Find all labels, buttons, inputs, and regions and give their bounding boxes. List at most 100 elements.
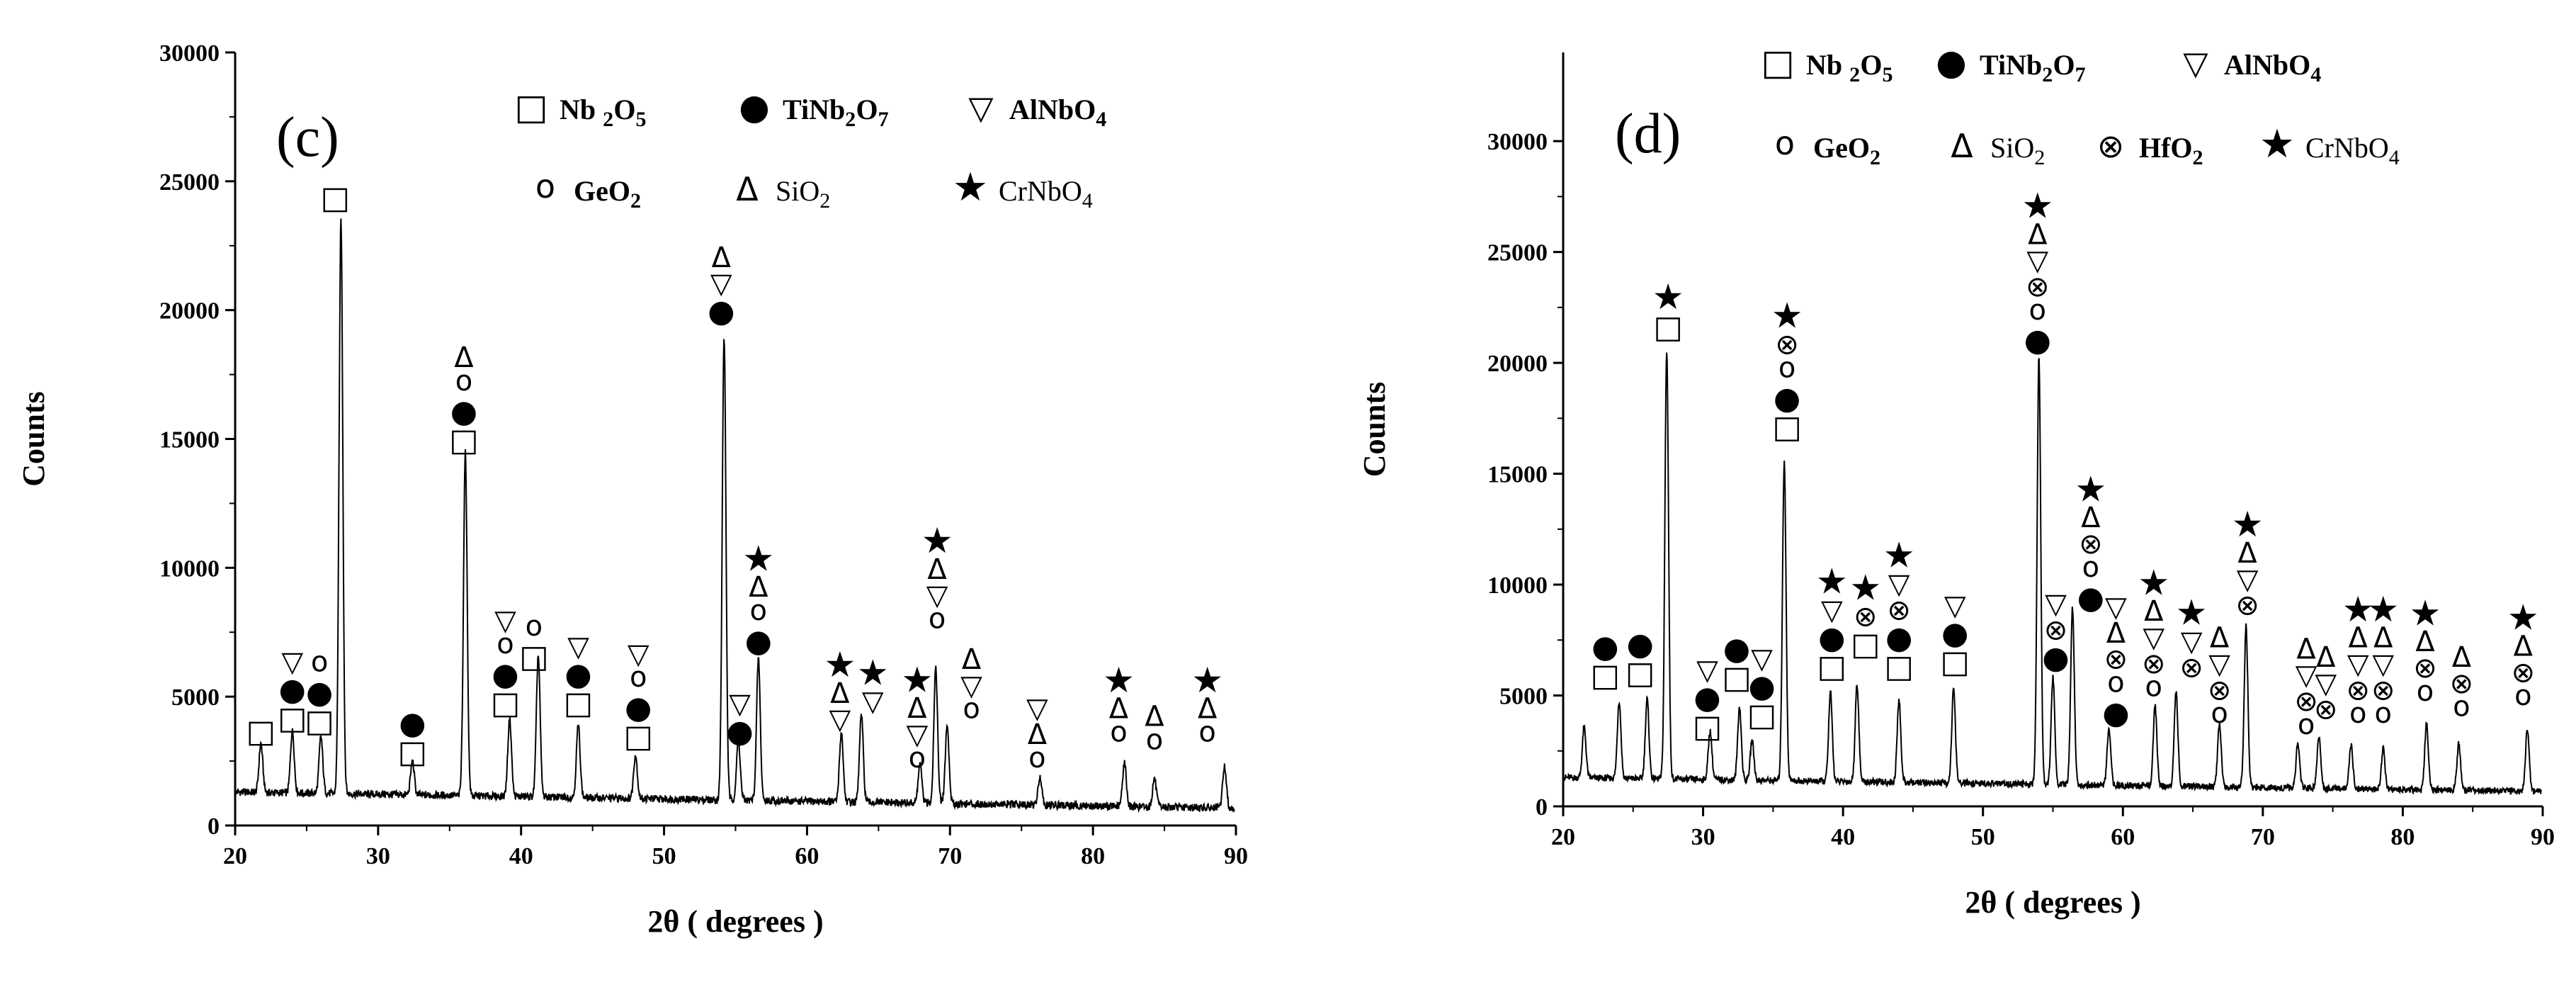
peak-annotation: □●o▽ — [623, 638, 653, 755]
phase-marker-nb2o5: □ — [1940, 644, 1970, 680]
x-tick-label: 60 — [2111, 824, 2135, 850]
phase-marker-geo2: o — [2082, 551, 2099, 584]
legend-label: Nb 2 O5 — [1806, 49, 1893, 86]
legend-item-geo2: o GeO2 — [535, 167, 641, 213]
legend-item-alnbo4: ▽ AlNbO4 — [2183, 44, 2321, 86]
phase-marker-alnbo4: ▽ — [729, 687, 751, 720]
phase-marker-nb2o5: □ — [246, 714, 276, 750]
phase-marker-tinb2o7: ● — [1693, 680, 1720, 716]
legend-item-tinb2o7: ● TiNb2 O7 — [1936, 42, 2085, 86]
x-tick-label: 90 — [1224, 843, 1248, 869]
legend-item-alnbo4: ▽ AlNbO4 — [968, 89, 1106, 131]
y-tick-label: 5000 — [171, 684, 220, 711]
peak-annotation: oΔ★ — [1191, 660, 1223, 749]
phase-marker-sio2: Δ — [962, 643, 982, 676]
phase-marker-alnbo4: ▽ — [960, 670, 982, 702]
peak-annotation: □o — [519, 610, 549, 675]
peak-annotation: ●▽Δ — [708, 242, 734, 329]
phase-marker-tinb2o7: ● — [492, 656, 518, 692]
phase-marker-hfo2: ⊗ — [2179, 651, 2203, 684]
peak-annotation: ●o⊗▽Δ★ — [2021, 186, 2053, 359]
legend-marker: ● — [1936, 42, 1967, 83]
phase-marker-sio2: Δ — [1145, 701, 1164, 733]
x-tick-label: 30 — [366, 843, 390, 869]
phase-marker-nb2o5: □ — [278, 701, 307, 737]
peak-annotation: □●▽ — [1693, 654, 1723, 745]
phase-marker-crnbo4: ★ — [2232, 504, 2264, 545]
x-tick-label: 30 — [1691, 824, 1715, 850]
phase-marker-nb2o5: □ — [1884, 648, 1914, 684]
phase-marker-geo2: o — [1146, 723, 1163, 756]
peak-annotation: o⊗▽Δ★ — [2342, 589, 2374, 730]
phase-marker-crnbo4: ★ — [1652, 276, 1684, 317]
phase-marker-hfo2: ⊗ — [2346, 674, 2370, 706]
phase-marker-hfo2: ⊗ — [2208, 674, 2232, 706]
y-tick-label: 15000 — [159, 427, 220, 453]
phase-marker-crnbo4: ★ — [1849, 568, 1881, 609]
legend-label: TiNb2 O7 — [783, 94, 889, 131]
peak-annotation: o⊗Δ — [2450, 641, 2474, 723]
phase-marker-tinb2o7: ● — [726, 714, 753, 750]
phase-marker-alnbo4: ▽ — [862, 685, 884, 718]
legend-marker: o — [1775, 124, 1795, 162]
phase-marker-tinb2o7: ● — [2042, 640, 2069, 676]
peak-annotation: o⊗▽Δ — [2208, 622, 2232, 730]
y-tick-label: 30000 — [159, 40, 220, 67]
peak-annotation: □●⊗▽★ — [1883, 535, 1915, 685]
phase-marker-alnbo4: ▽ — [2143, 621, 2164, 654]
phase-marker-tinb2o7: ● — [1748, 669, 1775, 705]
phase-marker-alnbo4: ▽ — [2026, 244, 2048, 277]
phase-marker-crnbo4: ★ — [1771, 295, 1803, 337]
phase-marker-tinb2o7: ● — [399, 705, 426, 741]
phase-marker-alnbo4: ▽ — [628, 638, 649, 670]
legend-item-hfo2: ⊗ HfO2 — [2097, 127, 2203, 169]
x-tick-label: 20 — [223, 843, 247, 869]
legend-item-sio2: Δ SiO2 — [1951, 127, 2045, 169]
y-tick-label: 20000 — [1487, 351, 1548, 377]
phase-marker-sio2: Δ — [2210, 622, 2230, 655]
phase-marker-geo2: o — [311, 646, 328, 678]
legend-marker: □ — [1761, 42, 1794, 83]
legend-marker: ⊗ — [2097, 127, 2125, 165]
x-tick-label: 70 — [938, 843, 962, 869]
phase-marker-geo2: o — [909, 742, 926, 774]
phase-marker-sio2: Δ — [2106, 617, 2126, 650]
phase-marker-nb2o5: □ — [1772, 409, 1802, 445]
phase-marker-nb2o5: □ — [519, 638, 549, 675]
peak-annotation: o⊗Δ★ — [2410, 592, 2441, 707]
peak-annotation: ▽Δ★ — [824, 644, 856, 736]
legend-marker: ★ — [2259, 121, 2295, 167]
phase-marker-geo2: o — [750, 594, 767, 627]
phase-marker-sio2: Δ — [2349, 622, 2368, 655]
phase-marker-nb2o5: □ — [321, 180, 351, 216]
phase-marker-tinb2o7: ● — [450, 393, 477, 429]
peak-annotation: oΔ — [1145, 701, 1164, 757]
legend-marker: ▽ — [2183, 44, 2208, 82]
phase-marker-sio2: Δ — [2081, 502, 2101, 534]
phase-marker-crnbo4: ★ — [2367, 589, 2399, 630]
legend-label: GeO2 — [1813, 132, 1880, 169]
phase-marker-alnbo4: ▽ — [906, 718, 928, 751]
peak-annotation: oΔ▽ — [1026, 692, 1048, 774]
legend-marker: Δ — [1951, 127, 1973, 165]
peak-annotation: o⊗Δ★ — [2507, 597, 2539, 712]
y-tick-label: 10000 — [1487, 573, 1548, 599]
phase-marker-geo2: o — [2453, 691, 2470, 723]
phase-marker-tinb2o7: ● — [1818, 620, 1845, 656]
phase-marker-geo2: o — [2211, 697, 2228, 730]
peak-annotation: □●o — [305, 646, 334, 739]
x-tick-label: 50 — [1971, 824, 1995, 850]
x-tick-label: 20 — [1551, 824, 1575, 850]
y-tick-label: 5000 — [1499, 684, 1548, 710]
y-tick-label: 25000 — [1487, 240, 1548, 266]
legend-item-geo2: o GeO2 — [1775, 124, 1880, 169]
phase-marker-alnbo4: ▽ — [2045, 587, 2067, 620]
phase-marker-crnbo4: ★ — [1816, 561, 1848, 602]
y-tick-label: 30000 — [1487, 129, 1548, 155]
panel-label: (d) — [1615, 103, 1681, 165]
phase-marker-geo2: o — [2298, 709, 2315, 741]
phase-marker-sio2: Δ — [1109, 693, 1129, 726]
phase-marker-sio2: Δ — [2028, 218, 2048, 251]
phase-marker-hfo2: ⊗ — [2079, 528, 2103, 560]
x-tick-label: 60 — [795, 843, 819, 869]
